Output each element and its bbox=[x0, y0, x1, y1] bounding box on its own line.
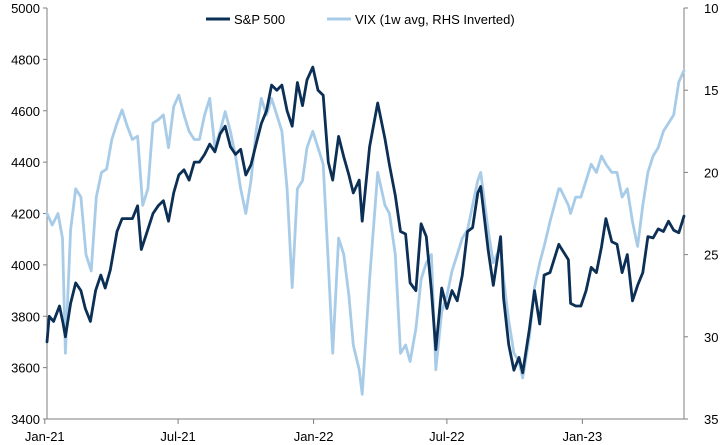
x-tick-label: Jul-22 bbox=[429, 429, 464, 444]
x-tick-label: Jan-22 bbox=[294, 429, 334, 444]
y-right-tick-label: 30 bbox=[704, 330, 718, 345]
sp500-series-line bbox=[45, 65, 686, 375]
y-right-tick-label: 25 bbox=[704, 248, 718, 263]
y-left-tick-label: 3400 bbox=[11, 412, 40, 427]
y-left-tick-label: 3600 bbox=[11, 361, 40, 376]
y-right-tick-label: 20 bbox=[704, 165, 718, 180]
y-right-tick-label: 10 bbox=[704, 1, 718, 16]
legend-label-1: VIX (1w avg, RHS Inverted) bbox=[355, 12, 515, 27]
y-left-tick-label: 4600 bbox=[11, 104, 40, 119]
y-left-tick-label: 3800 bbox=[11, 309, 40, 324]
x-tick-label: Jan-21 bbox=[25, 429, 65, 444]
legend-label-0: S&P 500 bbox=[234, 12, 285, 27]
y-right-tick-label: 15 bbox=[704, 83, 718, 98]
axes: 3400 3600 3800 4000 4200 4400 4600 4800 5000 10 15… bbox=[11, 1, 718, 444]
series-layer bbox=[45, 65, 686, 396]
y-right-tick-label: 35 bbox=[704, 412, 718, 427]
y-left-tick-label: 4400 bbox=[11, 155, 40, 170]
vix-series-line bbox=[45, 69, 686, 396]
x-tick-label: Jan-23 bbox=[562, 429, 602, 444]
y-left-tick-label: 5000 bbox=[11, 1, 40, 16]
x-tick-label: Jul-21 bbox=[160, 429, 195, 444]
y-left-tick-label: 4800 bbox=[11, 52, 40, 67]
legend: S&P 500 VIX (1w avg, RHS Inverted) bbox=[206, 12, 515, 27]
y-left-tick-label: 4200 bbox=[11, 207, 40, 222]
y-left-tick-label: 4000 bbox=[11, 258, 40, 273]
